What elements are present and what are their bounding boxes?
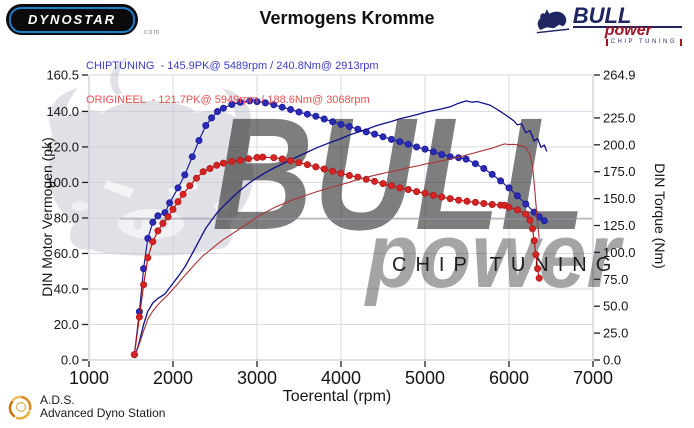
svg-text:7000: 7000	[573, 368, 613, 388]
svg-text:2000: 2000	[153, 368, 193, 388]
svg-text:100.0: 100.0	[46, 175, 79, 190]
series-chiptuning-torque	[130, 97, 548, 359]
svg-text:264.9: 264.9	[603, 68, 636, 83]
y-axis-title-right: DIN Torque (Nm)	[652, 163, 668, 269]
svg-text:20.0: 20.0	[54, 317, 79, 332]
page-title: Vermogens Kromme	[259, 8, 435, 28]
axis-titles: DIN Motor Vermogen (pk) DIN Torque (Nm) To…	[39, 137, 668, 405]
dynostar-logo-frame: DYNOSTAR	[9, 6, 135, 33]
watermark-bull-text: BULL	[212, 84, 586, 263]
svg-text:150.0: 150.0	[603, 191, 636, 206]
bullpower-tagline: CHIP TUNING	[605, 39, 682, 46]
svg-text:60.0: 60.0	[54, 246, 79, 261]
svg-text:225.0: 225.0	[603, 110, 636, 125]
ads-text: A.D.S. Advanced Dyno Station	[40, 394, 165, 420]
ads-name: Advanced Dyno Station	[40, 406, 166, 420]
svg-text:100.0: 100.0	[603, 245, 636, 260]
axis-ticks-labels: 0.0 20.0 40.0 60.0 80.0 100.0 120.0 140.0 160.5 0…	[46, 68, 635, 389]
svg-text:125.0: 125.0	[603, 218, 636, 233]
ads-abbr: A.D.S.	[40, 393, 75, 407]
watermark-power-text: power	[363, 205, 624, 307]
svg-text:6000: 6000	[489, 368, 529, 388]
ads-branding: A.D.S. Advanced Dyno Station	[8, 394, 165, 420]
x-axis-title: Toerental (rpm)	[283, 388, 391, 405]
svg-text:25.0: 25.0	[603, 326, 628, 341]
dynostar-logo: DYNOSTAR	[6, 4, 138, 35]
watermark-chip-tuning-text: CHIP TUNING	[392, 254, 620, 276]
svg-text:0.0: 0.0	[61, 353, 79, 368]
dynostar-logo-domain: .com	[141, 29, 161, 36]
series-chiptuning-power	[133, 100, 548, 359]
series-origineel-power	[133, 143, 540, 359]
y-axis-title-left: DIN Motor Vermogen (pk)	[39, 137, 55, 297]
svg-text:50.0: 50.0	[603, 299, 628, 314]
svg-text:4000: 4000	[321, 368, 361, 388]
bullpower-title: BULL	[572, 5, 682, 28]
svg-text:200.0: 200.0	[603, 137, 636, 152]
bullpower-logo: BULL power CHIP TUNING	[535, 5, 682, 46]
legend-origineel: ORIGINEEL - 121.7PK@ 5949rpm / 188.6Nm@ …	[86, 94, 370, 106]
svg-text:80.0: 80.0	[54, 210, 79, 225]
legend-chiptuning: CHIPTUNING - 145.9PK@ 5489rpm / 240.8Nm@…	[86, 60, 379, 72]
svg-text:140.0: 140.0	[46, 104, 79, 119]
bullpower-subtitle: power	[604, 22, 652, 39]
series-origineel-torque	[130, 153, 543, 359]
svg-text:160.5: 160.5	[46, 68, 79, 83]
svg-text:5000: 5000	[405, 368, 445, 388]
dynostar-logo-text: DYNOSTAR	[28, 12, 116, 27]
svg-text:40.0: 40.0	[54, 281, 79, 296]
svg-text:120.0: 120.0	[46, 139, 79, 154]
ads-swirl-icon	[8, 395, 32, 420]
svg-text:3000: 3000	[237, 368, 277, 388]
bullpower-text: BULL power CHIP TUNING	[572, 5, 682, 46]
svg-text:75.0: 75.0	[603, 272, 628, 287]
svg-text:0.0: 0.0	[603, 353, 621, 368]
svg-text:1000: 1000	[69, 368, 109, 388]
bull-icon	[536, 9, 569, 34]
run-legend: CHIPTUNING - 145.9PK@ 5489rpm / 240.8Nm@…	[86, 39, 379, 129]
svg-text:175.0: 175.0	[603, 164, 636, 179]
